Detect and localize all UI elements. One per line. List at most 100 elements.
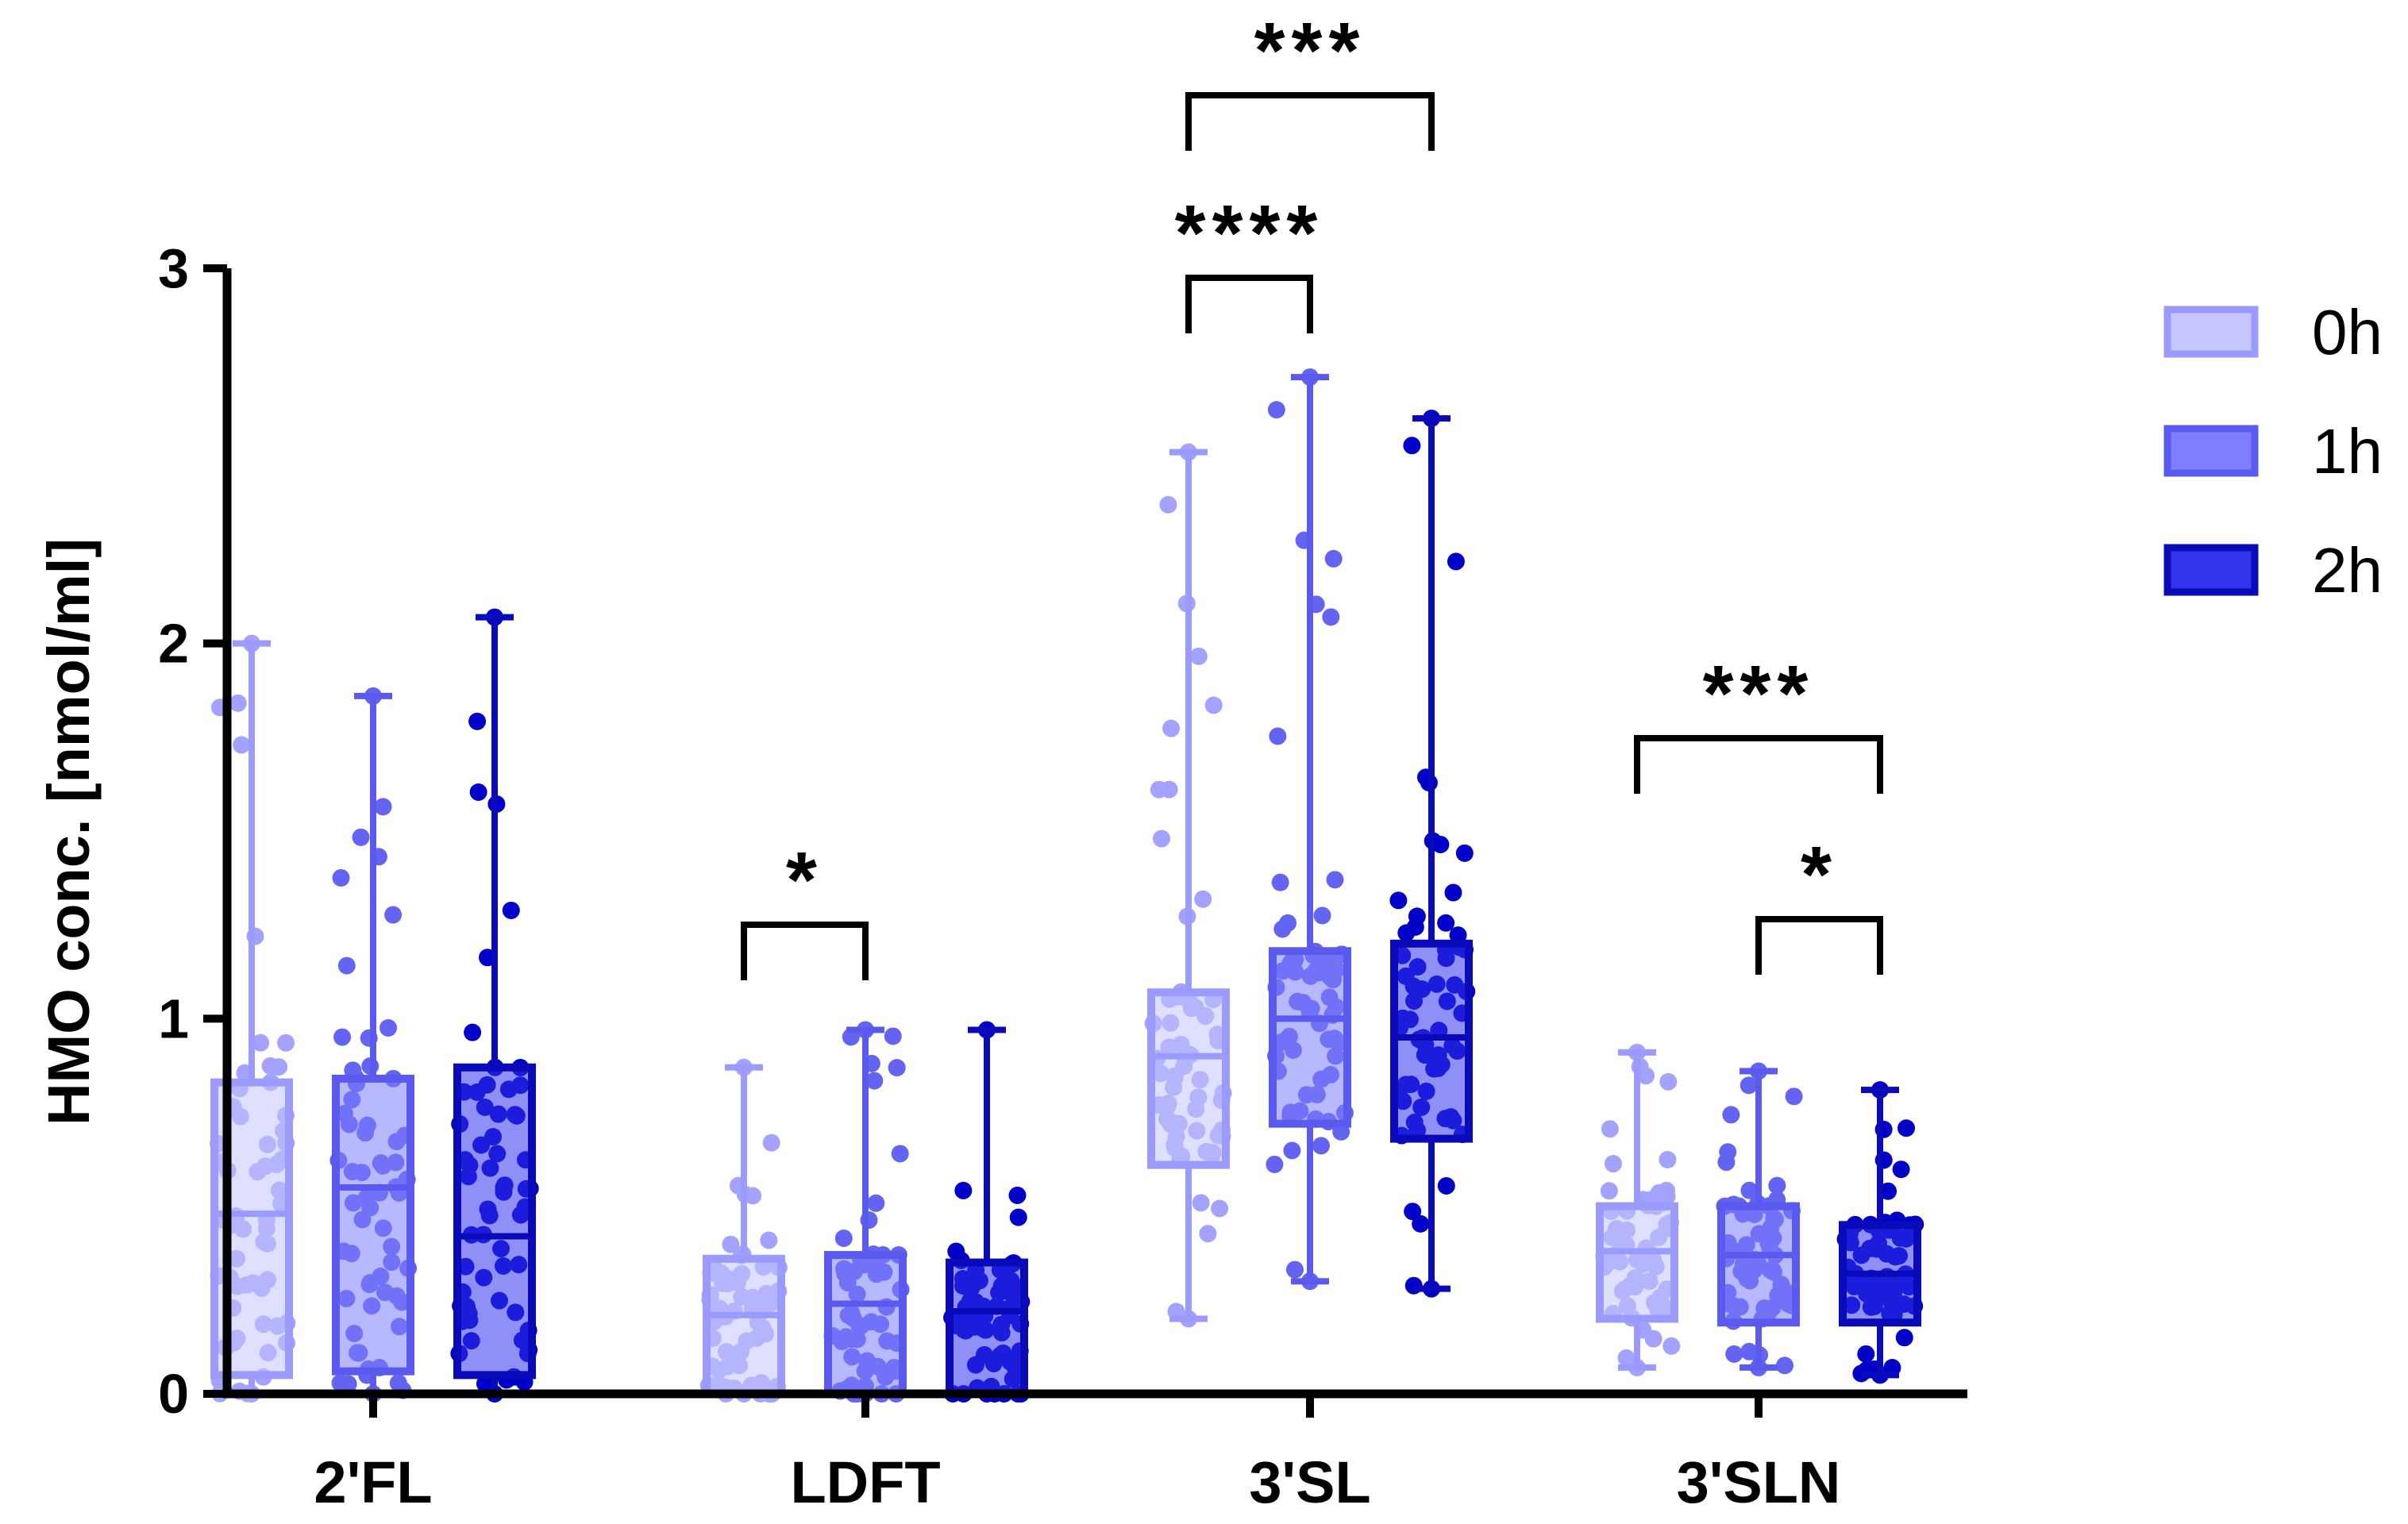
sig-label: *: [786, 836, 823, 925]
data-point: [1211, 1199, 1229, 1218]
box-body-3-sln-0h: [1596, 1202, 1678, 1323]
data-point: [762, 1133, 780, 1152]
box-3-sln-2h: [1839, 1087, 1921, 1379]
x-tick-label-3-sl: 3'SL: [1249, 1449, 1370, 1515]
x-tick-label-2-fl: 2'FL: [314, 1449, 432, 1515]
legend-label-1h: 1h: [2312, 416, 2383, 487]
data-point: [1740, 1076, 1758, 1095]
legend-swatch-1h: [2163, 425, 2259, 477]
data-point: [1397, 924, 1416, 942]
data-point: [1659, 1072, 1678, 1091]
box-3-sln-1h: [1717, 1068, 1800, 1371]
data-point: [1725, 1345, 1743, 1363]
data-point: [1162, 719, 1180, 737]
data-point: [468, 712, 487, 730]
legend-swatch-0h: [2163, 306, 2259, 358]
data-point: [1444, 883, 1462, 902]
data-point: [1447, 552, 1465, 571]
data-point: [1898, 1119, 1916, 1137]
box-body-ldft-2h: [946, 1258, 1028, 1398]
data-point: [1009, 1208, 1027, 1226]
data-point: [1285, 1260, 1304, 1279]
box-3-sln-0h: [1596, 1049, 1678, 1371]
data-point: [1437, 1176, 1455, 1195]
data-point: [1269, 727, 1287, 745]
box-ldft-0h: [703, 1064, 785, 1398]
data-point: [374, 798, 392, 816]
data-point: [1775, 1357, 1793, 1375]
data-point: [332, 868, 350, 887]
sig-label: ***: [1703, 649, 1815, 738]
sig-bracket: [741, 922, 869, 980]
data-point: [277, 1033, 295, 1052]
data-point: [384, 906, 403, 924]
data-point: [1455, 844, 1474, 862]
data-point: [1740, 1181, 1759, 1199]
data-point: [229, 694, 247, 712]
data-point: [1326, 871, 1344, 889]
box-body-ldft-1h: [824, 1251, 907, 1398]
sig-label: ***: [1254, 6, 1366, 95]
legend-label-0h: 0h: [2312, 297, 2383, 368]
sig-3-sln-0h-2h: ***: [1634, 649, 1883, 794]
data-point: [1412, 1214, 1430, 1233]
data-point: [834, 1229, 853, 1247]
data-point: [867, 1194, 885, 1212]
data-point: [1404, 1203, 1422, 1221]
sig-label: ****: [1175, 189, 1324, 278]
box-ldft-2h: [946, 1026, 1028, 1398]
data-point: [947, 1242, 965, 1260]
box-2-fl-2h: [453, 614, 536, 1397]
data-point: [1194, 890, 1212, 908]
box-2-fl-1h: [332, 692, 414, 1397]
data-point: [1601, 1120, 1619, 1138]
box-3-sl-2h: [1390, 415, 1473, 1292]
legend: 0h 1h 2h: [2163, 297, 2383, 606]
sig-bracket: [1755, 916, 1883, 975]
data-point: [1650, 1183, 1668, 1202]
data-point: [1785, 1087, 1803, 1106]
data-point: [1879, 1182, 1898, 1200]
axes: HMO conc. [nmol/ml]: [36, 268, 1967, 1399]
data-point: [502, 901, 520, 919]
y-axis-label: HMO conc. [nmol/ml]: [36, 538, 102, 1126]
legend-swatch-2h: [2163, 544, 2259, 596]
data-point: [1160, 780, 1178, 799]
data-point: [1659, 1151, 1677, 1169]
data-point: [1768, 1176, 1786, 1195]
sig-3-sl-0h-1h: ****: [1175, 189, 1324, 333]
sig-bracket: [1634, 735, 1883, 794]
data-point: [1204, 696, 1223, 714]
x-tick-label-ldft: LDFT: [790, 1449, 940, 1515]
data-point: [1600, 1182, 1618, 1200]
data-point: [1437, 914, 1455, 932]
data-point: [261, 1056, 279, 1075]
y-tick-label: 0: [158, 1363, 189, 1425]
data-point: [1008, 1186, 1027, 1204]
data-point: [344, 1061, 362, 1080]
data-point: [1199, 1225, 1217, 1243]
legend-label-2h: 2h: [2312, 535, 2383, 606]
sig-3-sln-1h-2h: *: [1755, 830, 1883, 975]
data-point: [333, 1028, 352, 1046]
box-body-3-sl-2h: [1390, 939, 1473, 1143]
data-point: [337, 956, 356, 975]
box-body-3-sl-0h: [1147, 988, 1230, 1169]
data-point: [1722, 1106, 1740, 1124]
x-ticks: 2'FL LDFT 3'SL 3'SLN: [314, 1394, 1840, 1515]
y-tick-label: 3: [158, 237, 189, 299]
significance-brackets: ************: [741, 6, 1883, 980]
data-point: [252, 1033, 270, 1052]
data-point: [1717, 1153, 1736, 1172]
data-point: [352, 828, 370, 846]
data-point: [888, 1059, 906, 1077]
data-point: [744, 1187, 762, 1205]
data-point: [389, 1374, 407, 1392]
box-body-3-sln-1h: [1717, 1202, 1800, 1327]
data-point: [1192, 1194, 1210, 1212]
data-point: [1279, 914, 1297, 932]
data-point: [1662, 1337, 1681, 1355]
sig-bracket: [1185, 275, 1313, 333]
box-body-2-fl-1h: [332, 1074, 414, 1376]
